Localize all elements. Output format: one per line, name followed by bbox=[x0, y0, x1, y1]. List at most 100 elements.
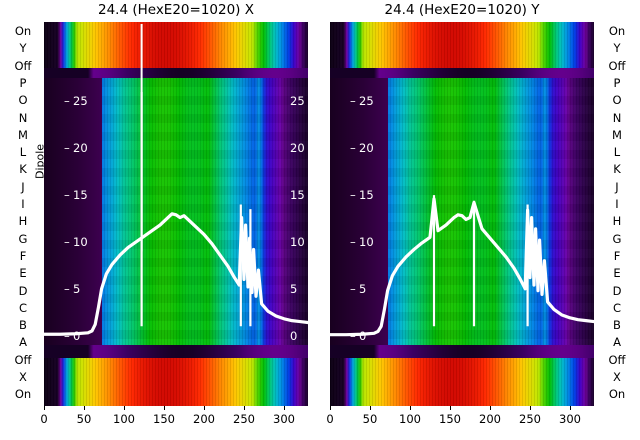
heatmap-panel-y[interactable] bbox=[330, 22, 594, 406]
x-tick-label: 0 bbox=[326, 412, 334, 426]
tick-value: 25 bbox=[73, 94, 88, 109]
category-label: I bbox=[615, 197, 619, 211]
inner-y-tick-label: –10 bbox=[64, 235, 88, 249]
lower-gap-band-x bbox=[44, 345, 308, 358]
category-axis-right: On Y Off P O N M L K J I H G F E D C B A Off X On bbox=[600, 22, 634, 406]
category-label: C bbox=[18, 300, 28, 315]
category-label: H bbox=[18, 214, 28, 229]
inner-y-tick-label: –10 bbox=[350, 235, 374, 249]
category-label: Y bbox=[613, 41, 621, 56]
x-tick-label: 100 bbox=[113, 412, 135, 426]
tick-value: 15 bbox=[359, 188, 374, 203]
category-label: E bbox=[19, 266, 27, 281]
inner-y-tick-label-clipped: 25 bbox=[290, 94, 305, 109]
category-label: On bbox=[608, 387, 626, 402]
tick-dash-icon: – bbox=[350, 234, 356, 249]
tick-dash-icon: – bbox=[64, 188, 70, 203]
category-label: M bbox=[18, 127, 28, 142]
x-tick-label: 200 bbox=[479, 412, 501, 426]
inner-y-tick-label-clipped: 20 bbox=[290, 141, 305, 156]
tick-value: 15 bbox=[73, 188, 88, 203]
x-tick-label: 200 bbox=[193, 412, 215, 426]
tick-value: 5 bbox=[359, 281, 367, 296]
category-label: N bbox=[18, 110, 28, 125]
x-tick-label: 50 bbox=[362, 412, 378, 426]
category-label: B bbox=[613, 318, 621, 333]
category-label: On bbox=[14, 24, 32, 38]
x-tick-label: 300 bbox=[559, 412, 581, 426]
stripe-texture bbox=[44, 358, 308, 406]
inner-y-tick-label: –5 bbox=[350, 282, 366, 296]
upper-gap-band-x bbox=[44, 68, 308, 78]
category-label: P bbox=[613, 75, 621, 90]
category-label: J bbox=[21, 179, 25, 194]
category-label: C bbox=[612, 300, 622, 315]
category-label: On bbox=[608, 24, 626, 38]
main-heatmap-x bbox=[44, 78, 308, 345]
category-label: P bbox=[19, 75, 27, 90]
heatmap-panel-x[interactable] bbox=[44, 22, 308, 406]
category-label: F bbox=[613, 248, 621, 263]
category-label: I bbox=[21, 197, 25, 211]
x-tick-label: 100 bbox=[399, 412, 421, 426]
category-label: A bbox=[19, 335, 27, 350]
tick-dash-icon: – bbox=[64, 234, 70, 249]
tick-value: 25 bbox=[359, 94, 374, 109]
category-label: J bbox=[615, 179, 619, 194]
inner-y-tick-label-clipped: 10 bbox=[290, 234, 305, 249]
tick-dash-icon: – bbox=[350, 141, 356, 156]
tick-dash-icon: – bbox=[350, 188, 356, 203]
panel-title-y: 24.4 (HexE20=1020) Y bbox=[384, 2, 540, 18]
left-dark-margin bbox=[330, 78, 389, 345]
tick-dash-icon: – bbox=[350, 281, 356, 296]
category-label: X bbox=[19, 370, 27, 384]
bottom-spectrum-strip-y bbox=[330, 358, 594, 406]
category-label: O bbox=[18, 93, 28, 108]
x-tick-label: 300 bbox=[273, 412, 295, 426]
x-tick-mark bbox=[450, 406, 451, 410]
stripe-texture bbox=[330, 358, 594, 406]
panel-title-x: 24.4 (HexE20=1020) X bbox=[97, 2, 254, 18]
x-tick-mark bbox=[410, 406, 411, 410]
category-label: D bbox=[18, 283, 28, 298]
tick-dash-icon: – bbox=[350, 328, 356, 343]
category-label: Off bbox=[608, 58, 626, 73]
category-label: E bbox=[613, 266, 621, 281]
inner-y-tick-label: –20 bbox=[64, 141, 88, 155]
category-label: M bbox=[612, 127, 622, 142]
category-label: K bbox=[613, 162, 621, 177]
category-label: A bbox=[613, 335, 621, 350]
category-label: X bbox=[613, 370, 621, 384]
category-label: K bbox=[19, 162, 27, 177]
category-label: Off bbox=[14, 58, 32, 73]
inner-y-tick-label: –15 bbox=[350, 188, 374, 202]
upper-gap-band-y bbox=[330, 68, 594, 78]
x-axis-right: 0 50 100 150 200 250 300 bbox=[326, 406, 594, 436]
x-tick-mark bbox=[490, 406, 491, 410]
tick-dash-icon: – bbox=[64, 328, 70, 343]
inner-y-tick-label: –0 bbox=[350, 329, 366, 343]
tick-dash-icon: – bbox=[64, 141, 70, 156]
inner-y-tick-label: –25 bbox=[64, 94, 88, 108]
x-tick-mark bbox=[530, 406, 531, 410]
category-label: G bbox=[18, 231, 28, 246]
category-label: O bbox=[612, 93, 622, 108]
x-tick-label: 50 bbox=[76, 412, 92, 426]
x-tick-label: 150 bbox=[439, 412, 461, 426]
x-tick-label: 250 bbox=[519, 412, 541, 426]
category-label: H bbox=[612, 214, 622, 229]
inner-y-tick-label-clipped: 0 bbox=[290, 328, 298, 343]
category-label: L bbox=[613, 145, 621, 160]
category-label: G bbox=[612, 231, 622, 246]
x-tick-label: 250 bbox=[233, 412, 255, 426]
top-spectrum-strip-x bbox=[44, 22, 308, 68]
main-heatmap-y bbox=[330, 78, 594, 345]
stripe-texture bbox=[44, 22, 308, 68]
x-tick-label: 0 bbox=[40, 412, 48, 426]
x-tick-mark bbox=[204, 406, 205, 410]
tick-dash-icon: – bbox=[350, 94, 356, 109]
x-tick-label: 150 bbox=[153, 412, 175, 426]
category-label: B bbox=[19, 318, 27, 333]
category-label: Off bbox=[608, 352, 626, 367]
